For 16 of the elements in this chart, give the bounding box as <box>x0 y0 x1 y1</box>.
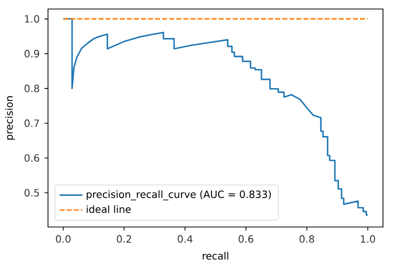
y-tick-label: 0.5 <box>24 188 39 197</box>
legend-label: precision_recall_curve (AUC = 0.833) <box>86 190 271 200</box>
x-tick-label: 0.8 <box>300 235 314 243</box>
x-tick-label: 0.0 <box>56 235 71 243</box>
x-tick-label: 1.0 <box>360 235 376 243</box>
y-tick-label: 0.7 <box>24 119 39 128</box>
x-tick-label: 0.6 <box>238 235 254 243</box>
y-tick-label: 0.9 <box>24 50 40 58</box>
x-tick-label: 0.2 <box>116 235 132 243</box>
y-tick-label: 0.6 <box>24 154 40 162</box>
y-tick-label: 1.0 <box>25 15 40 23</box>
x-tick-label: 0.4 <box>178 235 192 243</box>
y-axis-title: precision <box>5 96 15 140</box>
legend-label: ideal line <box>86 205 131 214</box>
x-axis-title: recall <box>202 252 228 260</box>
y-tick-label: 0.8 <box>24 84 40 92</box>
